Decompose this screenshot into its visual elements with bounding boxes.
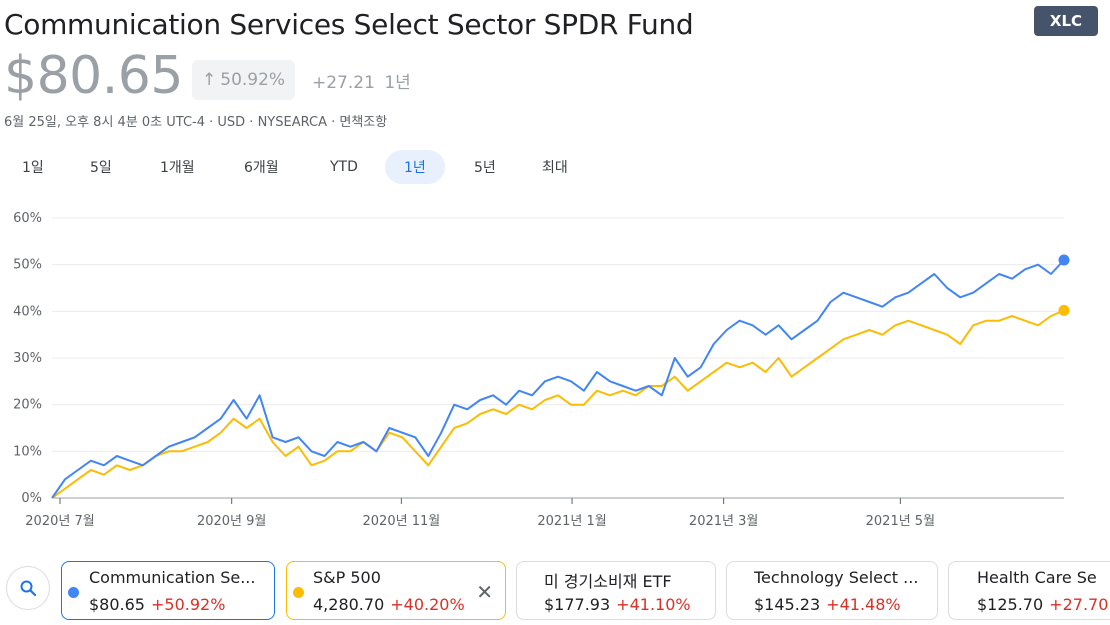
series-line [51,309,1065,499]
compare-card-xlc[interactable]: Communication Se... $80.65 +50.92% [61,561,275,620]
x-tick-label: 2020년 7월 [25,514,94,529]
range-tab-1y[interactable]: 1년 [385,150,445,184]
range-tab-5y[interactable]: 5년 [474,160,496,176]
series-line [51,259,1065,499]
y-tick-label: 50% [13,258,42,273]
change-percent: 50.92% [220,70,286,90]
compare-card-name: 미 경기소비재 ETF [544,572,672,591]
ticker-badge: XLC [1034,6,1098,36]
compare-card-values: $80.65 +50.92% [89,595,225,614]
compare-card-price: $145.23 [754,595,821,614]
compare-card-values: $177.93 +41.10% [544,595,691,614]
range-tab-max[interactable]: 최대 [542,160,568,176]
close-icon[interactable]: ✕ [476,580,493,604]
range-tab-6m[interactable]: 6개월 [244,160,279,176]
x-tick-label: 2020년 9월 [197,514,266,529]
series-dot-yellow [293,587,304,598]
series-end-point [1058,254,1070,266]
x-tick-label: 2020년 11월 [363,514,441,529]
arrow-up-icon: ↑ [202,70,217,90]
compare-search-button[interactable] [6,566,50,610]
y-tick-label: 40% [13,304,42,319]
x-tick-label: 2021년 1월 [537,514,606,529]
y-tick-label: 30% [13,351,42,366]
compare-card-sp500[interactable]: S&P 500 4,280.70 +40.20% ✕ [286,561,506,620]
compare-card-pct: +27.70 [1049,595,1109,614]
current-price: $80.65 [4,46,183,106]
series-dot-blue [68,587,79,598]
compare-card-pct: +41.10% [616,595,691,614]
change-percent-badge: ↑ 50.92% [192,60,296,100]
compare-card-health-care[interactable]: Health Care Se $125.70 +27.70 [948,561,1110,620]
x-tick-label: 2021년 5월 [866,514,935,529]
compare-card-price: $177.93 [544,595,611,614]
x-tick-label: 2021년 3월 [689,514,758,529]
compare-card-values: $125.70 +27.70 [977,595,1108,614]
change-absolute-value: +27.21 [312,73,375,93]
range-tab-ytd[interactable]: YTD [330,159,358,175]
compare-card-price: $125.70 [977,595,1044,614]
change-period: 1년 [384,73,411,93]
compare-card-name: Technology Select ... [754,568,919,587]
y-tick-label: 0% [21,491,42,506]
compare-card-values: 4,280.70 +40.20% [313,595,465,614]
y-tick-label: 60% [13,211,42,226]
compare-card-pct: +40.20% [390,595,465,614]
compare-card-name: Health Care Se [977,568,1097,587]
y-tick-label: 20% [13,398,42,413]
compare-card-pct: +41.48% [826,595,901,614]
compare-card-price: $80.65 [89,595,145,614]
range-tab-1d[interactable]: 1일 [22,160,44,176]
compare-card-price: 4,280.70 [313,595,385,614]
y-tick-label: 10% [13,444,42,459]
range-tab-5d[interactable]: 5일 [90,160,112,176]
compare-card-values: $145.23 +41.48% [754,595,901,614]
quote-meta: 6월 25일, 오후 8시 4분 0초 UTC-4 · USD · NYSEAR… [4,115,388,130]
compare-card-name: S&P 500 [313,568,381,587]
search-icon [20,580,37,597]
fund-title: Communication Services Select Sector SPD… [4,8,694,41]
range-tab-1m[interactable]: 1개월 [160,160,195,176]
performance-chart[interactable]: 0% 10% 20% 30% 40% 50% 60% 2020년 7월 2020년 9월 202… [0,200,1110,535]
change-absolute: +27.21 1년 [312,68,411,93]
series-end-point [1058,304,1070,316]
compare-card-pct: +50.92% [150,595,226,614]
compare-card-name: Communication Se... [89,568,256,587]
compare-card-tech-select[interactable]: Technology Select ... $145.23 +41.48% [726,561,938,620]
compare-card-consumer-etf[interactable]: 미 경기소비재 ETF $177.93 +41.10% [516,561,716,620]
